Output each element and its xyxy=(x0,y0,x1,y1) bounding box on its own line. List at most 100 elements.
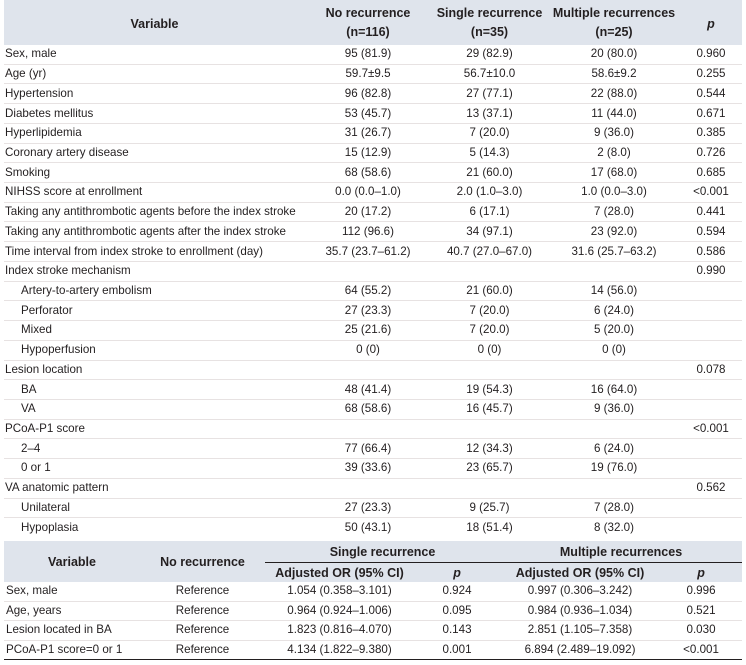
cell-multiple-recurrences xyxy=(548,478,680,499)
row-variable-name: Time interval from index stroke to enrol… xyxy=(4,241,305,262)
table-row: Hyperlipidemia 31 (26.7) 7 (20.0) 9 (36.0) 0… xyxy=(4,123,742,144)
table-row: NIHSS score at enrollment 0.0 (0.0–1.0) 2.… xyxy=(4,182,742,203)
cell-no-recurrence: 35.7 (23.7–61.2) xyxy=(305,241,431,262)
cell-p-value: 0.726 xyxy=(680,143,742,164)
table-row: Lesion located in BA Reference 1.823 (0.81… xyxy=(4,620,743,641)
cell-multiple-recurrences: 17 (68.0) xyxy=(548,162,680,184)
cell-adjusted-or-single: 4.134 (1.822–9.380) xyxy=(265,640,414,660)
table-row: Age (yr) 59.7±9.5 56.7±10.0 58.6±9.2 0.255 xyxy=(4,64,742,85)
cell-p-value xyxy=(680,458,742,479)
header-multiple-recurrences-n: (n=25) xyxy=(548,23,680,45)
cell-multiple-recurrences: 31.6 (25.7–63.2) xyxy=(548,241,680,262)
cell-single-recurrence: 13 (37.1) xyxy=(431,103,548,124)
table-row: PCoA-P1 score <0.001 xyxy=(4,419,742,440)
header2-single-recurrence: Single recurrence xyxy=(265,541,501,563)
row-variable-name: Hypoperfusion xyxy=(4,340,305,361)
cell-multiple-recurrences xyxy=(548,261,680,282)
table-row: Mixed 25 (21.6) 7 (20.0) 5 (20.0) xyxy=(4,320,742,341)
table-row: Sex, male 95 (81.9) 29 (82.9) 20 (80.0) 0.96… xyxy=(4,45,742,65)
cell-multiple-recurrences: 19 (76.0) xyxy=(548,458,680,479)
cell-adjusted-or-multiple: 6.894 (2.489–19.092) xyxy=(500,640,661,660)
cell-multiple-recurrences: 16 (64.0) xyxy=(548,379,680,400)
cell-single-recurrence: 0 (0) xyxy=(431,340,548,361)
cell-multiple-recurrences: 0 (0) xyxy=(548,340,680,361)
header-no-recurrence-n: (n=116) xyxy=(305,23,431,45)
cell-p-multiple: <0.001 xyxy=(660,640,743,660)
cell-p-value: 0.078 xyxy=(680,360,742,381)
table-row: Hypertension 96 (82.8) 27 (77.1) 22 (88.0) 0… xyxy=(4,83,742,105)
row-variable-name: PCoA-P1 score xyxy=(4,419,305,440)
table-row: Smoking 68 (58.6) 21 (60.0) 17 (68.0) 0.685 xyxy=(4,162,742,184)
cell-single-recurrence: 16 (45.7) xyxy=(431,399,548,420)
cell-no-recurrence: 68 (58.6) xyxy=(305,399,431,420)
cell-multiple-recurrences: 6 (24.0) xyxy=(548,300,680,322)
cell-single-recurrence xyxy=(431,419,548,440)
header2-variable: Variable xyxy=(4,541,140,582)
table-row: BA 48 (41.4) 19 (54.3) 16 (64.0) xyxy=(4,379,742,400)
cell-p-value xyxy=(680,281,742,302)
row-variable-name: NIHSS score at enrollment xyxy=(4,182,305,203)
cell-single-recurrence: 29 (82.9) xyxy=(431,45,548,65)
row-variable-name: 2–4 xyxy=(4,438,305,460)
table-row: VA anatomic pattern 0.562 xyxy=(4,478,742,499)
row-variable-name: Hyperlipidemia xyxy=(4,123,305,144)
cell-p-value: <0.001 xyxy=(680,182,742,203)
cell-single-recurrence: 27 (77.1) xyxy=(431,83,548,105)
header2-p-multiple: p xyxy=(660,562,743,582)
cell-no-recurrence xyxy=(305,419,431,440)
row-variable-name: Taking any antithrombotic agents before … xyxy=(4,202,305,223)
cell-no-recurrence: 39 (33.6) xyxy=(305,458,431,479)
header2-adjusted-or-single: Adjusted OR (95% CI) xyxy=(265,562,414,582)
row-variable-name: VA xyxy=(4,399,305,420)
table-row: Age, years Reference 0.964 (0.924–1.006) 0.… xyxy=(4,601,743,621)
cell-single-recurrence: 7 (20.0) xyxy=(431,123,548,144)
row-variable-name: Coronary artery disease xyxy=(4,143,305,164)
cell-p-value: <0.001 xyxy=(680,419,742,440)
cell-single-recurrence: 21 (60.0) xyxy=(431,162,548,184)
row-variable-name: 0 or 1 xyxy=(4,458,305,479)
cell-no-recurrence: 15 (12.9) xyxy=(305,143,431,164)
row-variable-name: Taking any antithrombotic agents after t… xyxy=(4,221,305,243)
cell-reference: Reference xyxy=(140,582,265,602)
cell-adjusted-or-single: 1.823 (0.816–4.070) xyxy=(265,620,414,641)
cell-single-recurrence: 19 (54.3) xyxy=(431,379,548,400)
cell-no-recurrence: 64 (55.2) xyxy=(305,281,431,302)
cell-adjusted-or-single: 1.054 (0.358–3.101) xyxy=(265,582,414,602)
table2-body: Sex, male Reference 1.054 (0.358–3.101) 0.9… xyxy=(4,582,743,660)
cell-single-recurrence: 23 (65.7) xyxy=(431,458,548,479)
header2-p-single: p xyxy=(414,562,501,582)
cell-single-recurrence xyxy=(431,360,548,381)
cell-multiple-recurrences: 11 (44.0) xyxy=(548,103,680,124)
cell-p-value: 0.385 xyxy=(680,123,742,144)
table-row: Coronary artery disease 15 (12.9) 5 (14.3)… xyxy=(4,143,742,164)
cell-multiple-recurrences: 23 (92.0) xyxy=(548,221,680,243)
table-row: Taking any antithrombotic agents after t… xyxy=(4,221,742,243)
cell-p-value: 0.586 xyxy=(680,241,742,262)
cell-adjusted-or-multiple: 2.851 (1.105–7.358) xyxy=(500,620,661,641)
header2-multiple-recurrences: Multiple recurrences xyxy=(500,541,743,563)
row-variable-name: Age (yr) xyxy=(4,64,305,85)
row-variable-name: Artery-to-artery embolism xyxy=(4,281,305,302)
row-variable-name: Mixed xyxy=(4,320,305,341)
cell-p-value: 0.960 xyxy=(680,45,742,65)
cell-p-multiple: 0.996 xyxy=(660,582,743,602)
table-row: 2–4 77 (66.4) 12 (34.3) 6 (24.0) xyxy=(4,438,742,460)
cell-p-value xyxy=(680,340,742,361)
cell-p-single: 0.095 xyxy=(414,601,501,621)
table-row: 0 or 1 39 (33.6) 23 (65.7) 19 (76.0) xyxy=(4,458,742,479)
cell-multiple-recurrences: 1.0 (0.0–3.0) xyxy=(548,182,680,203)
table-row: Index stroke mechanism 0.990 xyxy=(4,261,742,282)
cell-no-recurrence: 0.0 (0.0–1.0) xyxy=(305,182,431,203)
cell-multiple-recurrences: 14 (56.0) xyxy=(548,281,680,302)
cell-multiple-recurrences: 6 (24.0) xyxy=(548,438,680,460)
table-row: Perforator 27 (23.3) 7 (20.0) 6 (24.0) xyxy=(4,300,742,322)
cell-p-value xyxy=(680,379,742,400)
cell-p-single: 0.001 xyxy=(414,640,501,660)
row-variable-name: PCoA-P1 score=0 or 1 xyxy=(4,640,140,660)
cell-single-recurrence: 18 (51.4) xyxy=(431,517,548,538)
cell-p-value: 0.990 xyxy=(680,261,742,282)
cell-reference: Reference xyxy=(140,640,265,660)
header-single-recurrence: Single recurrence xyxy=(431,0,548,23)
cell-p-value: 0.671 xyxy=(680,103,742,124)
table1-body: Sex, male 95 (81.9) 29 (82.9) 20 (80.0) 0.96… xyxy=(4,45,742,558)
